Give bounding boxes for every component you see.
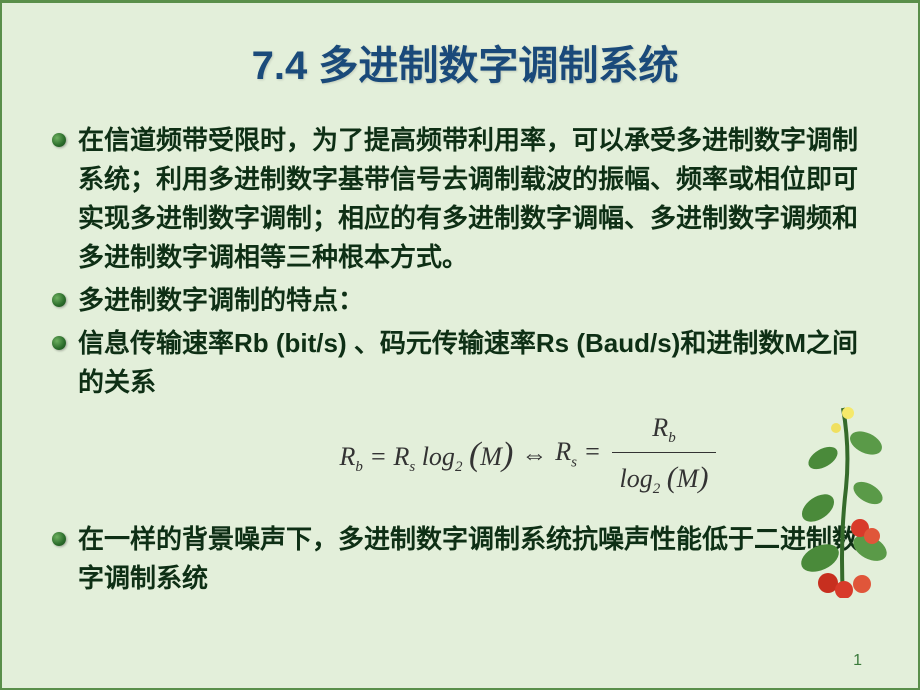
iff: ⇔ xyxy=(521,435,547,474)
denominator: log2 (M) xyxy=(612,452,717,501)
equals2: = xyxy=(584,437,608,466)
slide-container: 7.4 多进制数字调制系统 在信道频带受限时，为了提高频带利用率，可以承受多进制… xyxy=(2,3,918,688)
bullet-icon xyxy=(52,336,66,350)
paren-close: ) xyxy=(502,436,513,473)
bullet-text-2: 多进制数字调制的特点： xyxy=(78,281,878,320)
bullet-text-1: 在信道频带受限时，为了提高频带利用率，可以承受多进制数字调制系统；利用多进制数字… xyxy=(78,121,878,277)
den-paren-open: ( xyxy=(667,461,677,494)
sub-2: 2 xyxy=(455,459,463,475)
equals: = xyxy=(369,442,393,471)
fraction: Rb log2 (M) xyxy=(612,408,717,500)
den-sub-2: 2 xyxy=(653,481,661,497)
bullet-item: 信息传输速率Rb (bit/s) 、码元传输速率Rs (Baud/s)和进制数M… xyxy=(52,324,878,402)
slide-content: 在信道频带受限时，为了提高频带利用率，可以承受多进制数字调制系统；利用多进制数字… xyxy=(52,121,878,598)
bullet-item: 在信道频带受限时，为了提高频带利用率，可以承受多进制数字调制系统；利用多进制数字… xyxy=(52,121,878,277)
var-Rs: R xyxy=(393,442,409,471)
var-Rs2: R xyxy=(555,437,571,466)
den-log: log xyxy=(620,464,653,493)
den-M: M xyxy=(677,464,699,493)
num-R: R xyxy=(652,413,668,442)
var-Rb: R xyxy=(340,442,356,471)
numerator: Rb xyxy=(644,408,683,452)
bullet-text-3: 信息传输速率Rb (bit/s) 、码元传输速率Rs (Baud/s)和进制数M… xyxy=(78,324,878,402)
bullet-item: 在一样的背景噪声下，多进制数字调制系统抗噪声性能低于二进制数字调制系统 xyxy=(52,520,878,598)
bullet-item: 多进制数字调制的特点： xyxy=(52,281,878,320)
bullet-text-4: 在一样的背景噪声下，多进制数字调制系统抗噪声性能低于二进制数字调制系统 xyxy=(78,520,878,598)
formula: Rb = Rs log2 (M) ⇔ Rs = Rb log2 (M) xyxy=(182,408,878,500)
sub-s2: s xyxy=(571,454,577,470)
den-paren-close: ) xyxy=(698,461,708,494)
sub-b: b xyxy=(355,459,363,475)
page-number: 1 xyxy=(853,652,862,670)
formula-right: Rs = Rb log2 (M) xyxy=(555,408,720,500)
formula-left: Rb = Rs log2 (M) xyxy=(340,429,514,480)
var-M: M xyxy=(480,442,502,471)
num-sub-b: b xyxy=(668,430,676,446)
log: log xyxy=(422,442,455,471)
slide-title: 7.4 多进制数字调制系统 xyxy=(52,33,878,91)
paren-open: ( xyxy=(469,436,480,473)
sub-s: s xyxy=(409,459,415,475)
bullet-icon xyxy=(52,532,66,546)
bullet-icon xyxy=(52,133,66,147)
bullet-icon xyxy=(52,293,66,307)
